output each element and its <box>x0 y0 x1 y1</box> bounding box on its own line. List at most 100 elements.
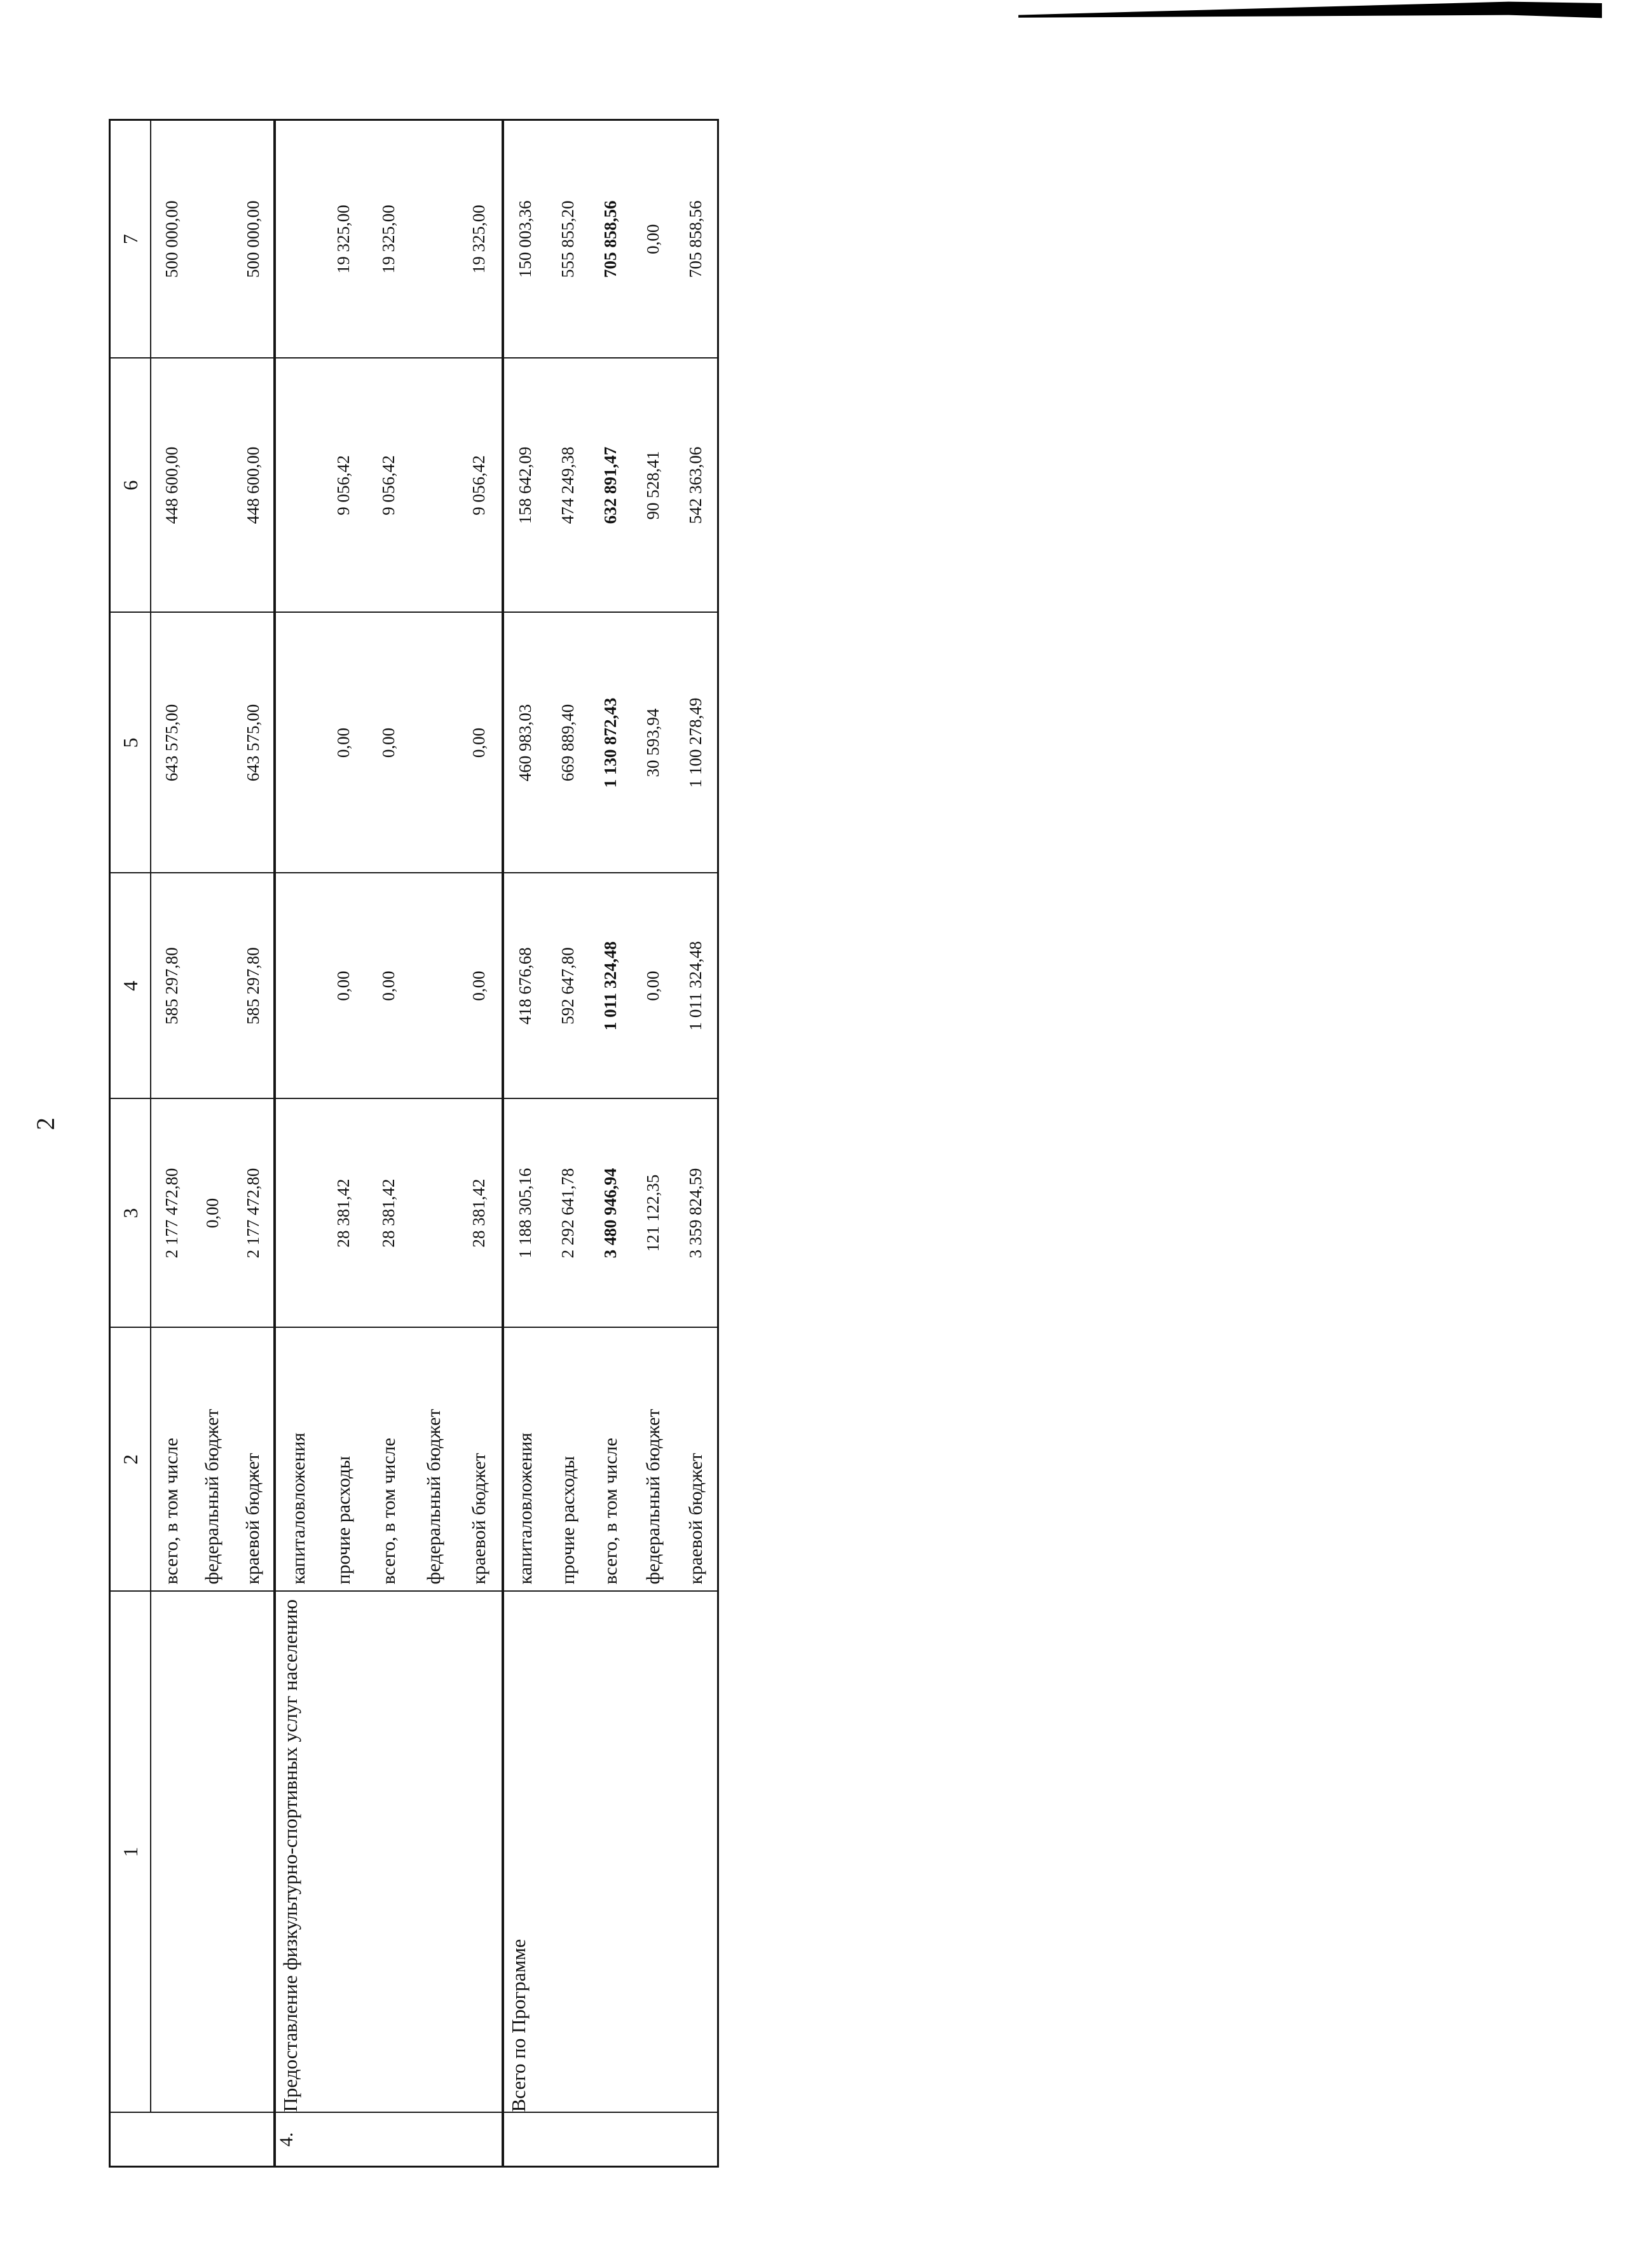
cell-line <box>411 874 456 1098</box>
cell-line: 121 122,35 <box>643 1174 662 1252</box>
cell-line: 19 325,00 <box>334 205 353 274</box>
values-col3-total: 1 188 305,16 2 292 641,78 3 480 946,94 121 … <box>503 1098 718 1328</box>
cell-line: краевой бюджет <box>242 1452 263 1585</box>
cell-line <box>192 874 233 1098</box>
values-col6-total: 158 642,09 474 249,38 632 891,47 90 528,41 5… <box>503 358 718 613</box>
header-cell-3: 3 <box>109 1098 151 1328</box>
labels-cell-total: капиталовложения прочие расходы всего, в т… <box>503 1327 718 1592</box>
cell-line: 2 177 472,80 <box>162 1168 181 1259</box>
cell-line: 1 130 872,43 <box>601 697 620 788</box>
header-cell-7: 7 <box>109 120 151 359</box>
cell-line: 0,00 <box>379 727 398 758</box>
description-cell-group-4: Предоставление физкультурно-спортивных у… <box>275 1591 503 2113</box>
cell-line: 500 000,00 <box>243 200 263 278</box>
cell-line: краевой бюджет <box>685 1452 706 1585</box>
rotated-table-container: 1 2 3 4 5 6 7 всего, в том числе федераль… <box>109 119 719 2168</box>
cell-line: 592 647,80 <box>558 947 577 1025</box>
header-cell-2: 2 <box>109 1327 151 1592</box>
cell-line: 19 325,00 <box>469 205 488 274</box>
cell-line: 643 575,00 <box>162 704 181 782</box>
cell-line: краевой бюджет <box>469 1452 489 1585</box>
values-col7-group-4: 19 325,00 19 325,00 19 325,00 <box>275 120 503 359</box>
row-number-cell-group-4: 4. <box>275 2112 503 2167</box>
cell-line: федеральный бюджет <box>202 1409 222 1585</box>
cell-line <box>276 121 321 358</box>
cell-line: 1 100 278,49 <box>686 697 705 788</box>
row-number-header-cell <box>109 2112 275 2167</box>
cell-line: 542 363,06 <box>686 446 705 524</box>
table-row-group-total: Всего по Программе капиталовложения прочи… <box>503 120 718 2167</box>
table-row-group-4: 4. Предоставление физкультурно-спортивны… <box>275 120 503 2167</box>
cell-line <box>276 874 321 1098</box>
cell-line: 90 528,41 <box>643 451 662 520</box>
values-col3-group-a: 2 177 472,80 0,00 2 177 472,80 <box>151 1098 275 1328</box>
header-cell-4: 4 <box>109 873 151 1099</box>
cell-line: всего, в том числе <box>161 1437 182 1585</box>
cell-line: 0,00 <box>469 727 488 758</box>
cell-line: 0,00 <box>203 1198 222 1229</box>
cell-line: 0,00 <box>334 727 353 758</box>
cell-line <box>411 613 456 873</box>
cell-line <box>411 1100 456 1327</box>
cell-line <box>411 359 456 612</box>
cell-line: 448 600,00 <box>162 446 181 524</box>
values-col4-group-4: 0,00 0,00 0,00 <box>275 873 503 1099</box>
cell-line <box>276 1100 321 1327</box>
cell-line: 643 575,00 <box>243 704 263 782</box>
values-col5-group-4: 0,00 0,00 0,00 <box>275 612 503 873</box>
cell-line: 2 292 641,78 <box>558 1168 577 1259</box>
values-col4-total: 418 676,68 592 647,80 1 011 324,48 0,00 1 01… <box>503 873 718 1099</box>
table-header-row: 1 2 3 4 5 6 7 <box>109 120 275 2167</box>
cell-line: 418 676,68 <box>516 947 535 1025</box>
cell-line: 2 177 472,80 <box>243 1168 263 1259</box>
cell-line <box>192 613 233 873</box>
cell-line: 3 359 824,59 <box>686 1168 705 1259</box>
cell-line <box>192 121 233 358</box>
page-number: 2 <box>31 1117 60 1130</box>
cell-line: 705 858,56 <box>601 200 620 278</box>
cell-line: прочие расходы <box>558 1456 578 1585</box>
cell-line: 9 056,42 <box>334 455 353 516</box>
cell-line: 28 381,42 <box>334 1178 353 1248</box>
cell-line: 555 855,20 <box>558 200 577 278</box>
cell-line: 500 000,00 <box>162 200 181 278</box>
cell-line: 19 325,00 <box>379 205 398 274</box>
cell-line: 28 381,42 <box>379 1178 398 1248</box>
row-number-cell-total <box>503 2112 718 2167</box>
cell-line: 585 297,80 <box>162 947 181 1025</box>
cell-line: 0,00 <box>469 971 488 1001</box>
values-col5-total: 460 983,03 669 889,40 1 130 872,43 30 593,9… <box>503 612 718 873</box>
cell-line: 150 003,36 <box>516 200 535 278</box>
cell-line: прочие расходы <box>333 1456 354 1585</box>
values-col6-group-a: 448 600,00 448 600,00 <box>151 358 275 613</box>
cell-line: 474 249,38 <box>558 446 577 524</box>
cell-line: 28 381,42 <box>469 1178 488 1248</box>
cell-line: 3 480 946,94 <box>601 1168 620 1259</box>
scan-artifact-streak <box>1018 1 1602 18</box>
cell-line: 9 056,42 <box>469 455 488 516</box>
cell-line: 460 983,03 <box>516 704 535 782</box>
budget-table: 1 2 3 4 5 6 7 всего, в том числе федераль… <box>109 119 719 2168</box>
labels-cell-group-4: капиталовложения прочие расходы всего, в т… <box>275 1327 503 1592</box>
values-col3-group-4: 28 381,42 28 381,42 28 381,42 <box>275 1098 503 1328</box>
cell-line: 9 056,42 <box>379 455 398 516</box>
cell-line: всего, в том числе <box>378 1437 399 1585</box>
description-cell-group-a <box>151 1591 275 2113</box>
values-col7-group-a: 500 000,00 500 000,00 <box>151 120 275 359</box>
header-cell-5: 5 <box>109 612 151 873</box>
cell-line: 1 188 305,16 <box>516 1168 535 1259</box>
labels-cell-group-a: всего, в том числе федеральный бюджет крае… <box>151 1327 275 1592</box>
cell-line: 0,00 <box>643 224 662 254</box>
cell-line: капиталовложения <box>288 1432 309 1585</box>
table-row-group-continuation: всего, в том числе федеральный бюджет крае… <box>151 120 275 2167</box>
values-col4-group-a: 585 297,80 585 297,80 <box>151 873 275 1099</box>
cell-line: 0,00 <box>643 971 662 1001</box>
description-cell-total: Всего по Программе <box>503 1591 718 2113</box>
cell-line <box>276 359 321 612</box>
cell-line: 669 889,40 <box>558 704 577 782</box>
values-col6-group-4: 9 056,42 9 056,42 9 056,42 <box>275 358 503 613</box>
cell-line <box>276 613 321 873</box>
header-cell-1: 1 <box>109 1591 151 2113</box>
cell-line <box>192 359 233 612</box>
